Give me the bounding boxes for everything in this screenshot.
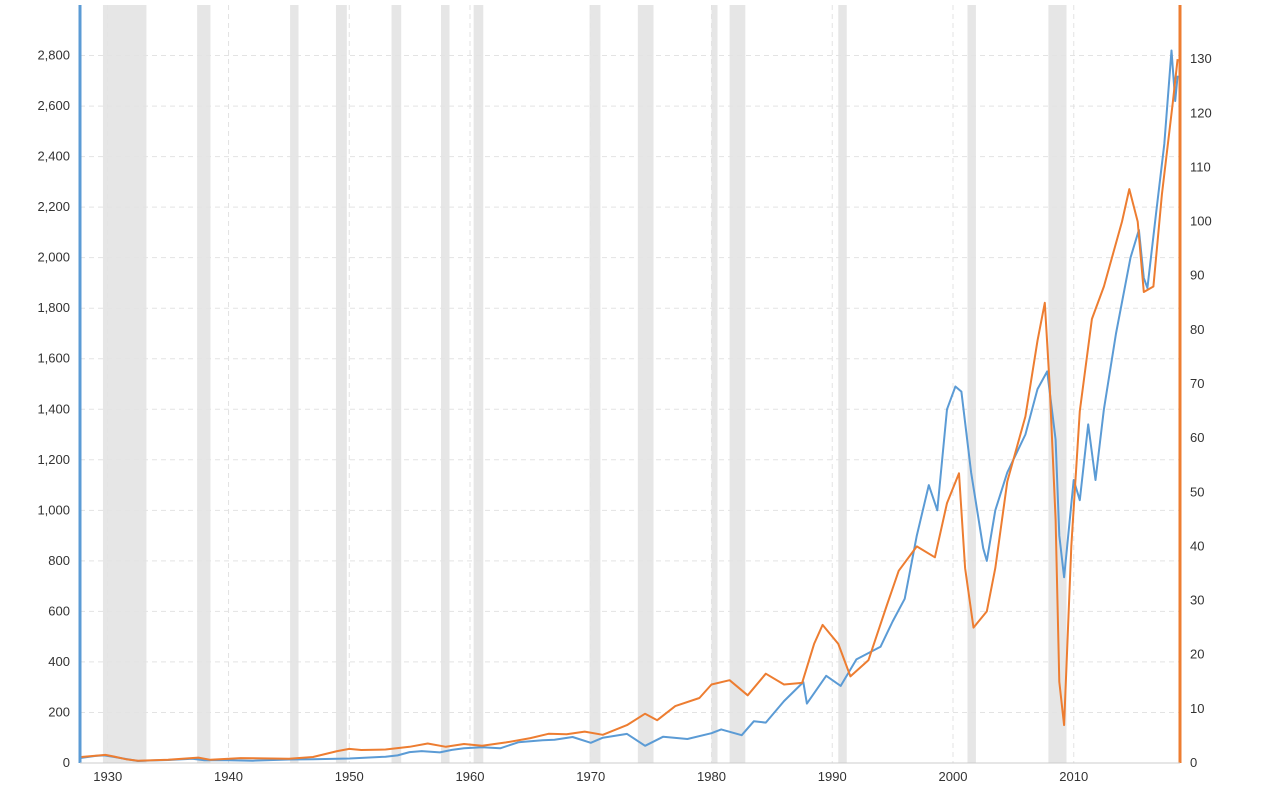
recession-band-0 <box>102 5 147 763</box>
x-tick-label: 2010 <box>1059 769 1088 784</box>
left-tick-label: 400 <box>48 654 70 669</box>
right-tick-label: 80 <box>1190 322 1204 337</box>
left-axis-tick-labels: 0 200 400 600 800 1,000 1,200 1,400 1,600 1,800 2,… <box>37 48 70 770</box>
recession-band-4 <box>391 5 402 763</box>
recession-band-12 <box>967 5 976 763</box>
right-tick-label: 10 <box>1190 701 1204 716</box>
right-tick-label: 110 <box>1190 159 1211 174</box>
right-axis-tick-labels: 0 10 20 30 40 50 60 70 80 90 100 110 120 130 <box>1190 51 1212 770</box>
left-tick-label: 2,000 <box>37 250 70 265</box>
left-tick-label: 2,800 <box>37 48 70 63</box>
recession-band-11 <box>838 5 847 763</box>
x-tick-label: 2000 <box>939 769 968 784</box>
x-tick-label: 1940 <box>214 769 243 784</box>
right-tick-label: 130 <box>1190 51 1212 66</box>
right-tick-label: 70 <box>1190 376 1204 391</box>
recession-band-3 <box>335 5 347 763</box>
right-tick-label: 40 <box>1190 538 1204 553</box>
recession-band-1 <box>197 5 211 763</box>
recession-band-13 <box>1048 5 1067 763</box>
recession-bands <box>102 5 1067 763</box>
left-tick-label: 0 <box>63 755 70 770</box>
left-tick-label: 1,600 <box>37 351 70 366</box>
recession-band-9 <box>711 5 718 763</box>
right-tick-label: 120 <box>1190 105 1212 120</box>
left-tick-label: 2,600 <box>37 98 70 113</box>
recession-band-8 <box>637 5 654 763</box>
left-tick-label: 200 <box>48 704 70 719</box>
left-tick-label: 1,200 <box>37 452 70 467</box>
series-line-left <box>81 49 1179 762</box>
left-tick-label: 1,000 <box>37 502 70 517</box>
left-tick-label: 1,800 <box>37 300 70 315</box>
x-tick-label: 1990 <box>818 769 847 784</box>
recession-band-10 <box>729 5 746 763</box>
left-tick-label: 800 <box>48 553 70 568</box>
left-tick-label: 2,200 <box>37 199 70 214</box>
recession-band-6 <box>473 5 484 763</box>
recession-band-7 <box>589 5 601 763</box>
right-tick-label: 60 <box>1190 430 1204 445</box>
series-line-right <box>81 58 1179 762</box>
gridlines <box>80 5 1180 763</box>
x-tick-label: 1970 <box>576 769 605 784</box>
left-tick-label: 600 <box>48 603 70 618</box>
series-lines <box>81 49 1179 762</box>
right-tick-label: 90 <box>1190 268 1204 283</box>
right-tick-label: 30 <box>1190 593 1204 608</box>
right-tick-label: 50 <box>1190 484 1204 499</box>
x-tick-label: 1930 <box>93 769 122 784</box>
right-tick-label: 20 <box>1190 647 1204 662</box>
axes <box>78 5 1182 764</box>
left-tick-label: 1,400 <box>37 401 70 416</box>
x-tick-label: 1960 <box>456 769 485 784</box>
left-tick-label: 2,400 <box>37 149 70 164</box>
recession-band-5 <box>441 5 450 763</box>
x-tick-label: 1950 <box>335 769 364 784</box>
x-tick-label: 1980 <box>697 769 726 784</box>
right-tick-label: 100 <box>1190 214 1212 229</box>
x-axis-tick-labels: 1930 1940 1950 1960 1970 1980 1990 2000 2010 <box>93 769 1088 784</box>
recession-band-2 <box>290 5 299 763</box>
right-tick-label: 0 <box>1190 755 1197 770</box>
